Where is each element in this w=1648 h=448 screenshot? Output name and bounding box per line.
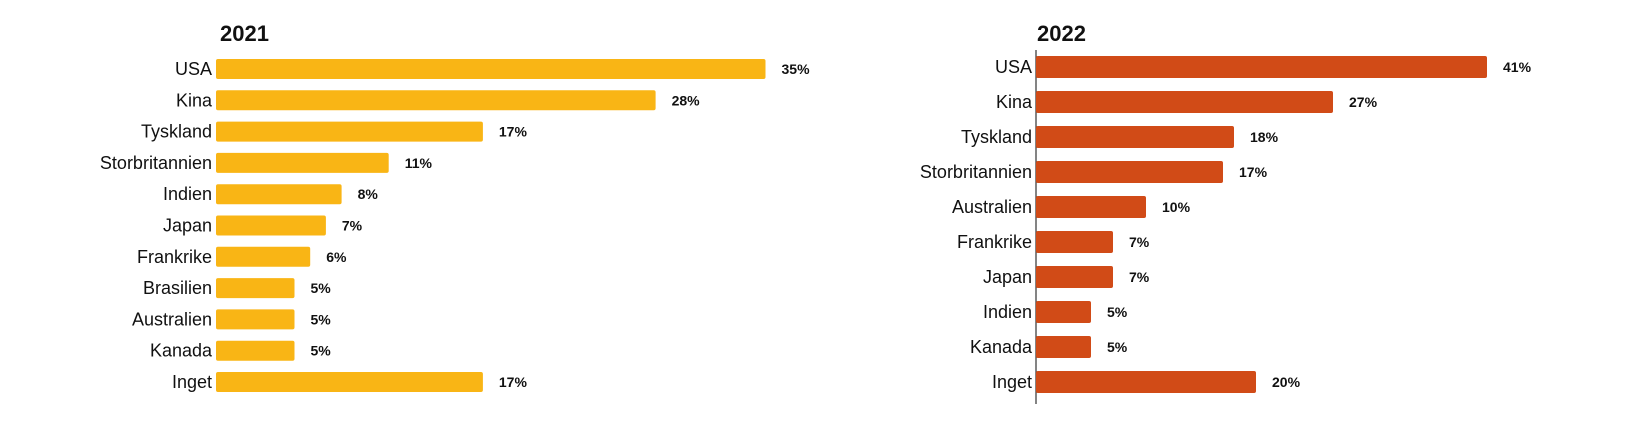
bar-japan	[216, 215, 326, 236]
value-label: 11%	[405, 155, 433, 171]
value-label: 17%	[499, 124, 528, 140]
value-label: 17%	[499, 374, 528, 390]
value-label: 5%	[311, 343, 332, 359]
category-label: Tyskland	[141, 122, 212, 142]
category-label: Storbritannien	[100, 153, 212, 173]
value-label: 7%	[342, 218, 363, 234]
bar-usa	[1036, 56, 1487, 78]
category-label: Japan	[163, 216, 212, 236]
category-label: Japan	[983, 267, 1032, 287]
category-label: Brasilien	[143, 278, 212, 298]
category-label: Australien	[952, 197, 1032, 217]
bar-tyskland	[1036, 126, 1234, 148]
bar-storbritannien	[216, 152, 389, 173]
category-label: USA	[995, 57, 1032, 77]
category-label: Frankrike	[137, 247, 212, 267]
bar-brasilien	[216, 278, 295, 299]
category-label: Storbritannien	[920, 162, 1032, 182]
bar-inget	[1036, 371, 1256, 393]
bar-indien	[216, 184, 342, 205]
category-label: Frankrike	[957, 232, 1032, 252]
value-label: 20%	[1272, 374, 1301, 390]
value-label: 5%	[1107, 304, 1128, 320]
value-label: 6%	[326, 249, 347, 265]
value-label: 7%	[1129, 234, 1150, 250]
category-label: Tyskland	[961, 127, 1032, 147]
category-label: Kina	[176, 90, 213, 110]
bar-australien	[1036, 196, 1146, 218]
category-label: Australien	[132, 309, 212, 329]
chart-title-2021: 2021	[220, 21, 269, 46]
bar-indien	[1036, 301, 1091, 323]
value-label: 18%	[1250, 129, 1279, 145]
bar-kanada	[216, 340, 295, 361]
bar-usa	[216, 59, 766, 79]
value-label: 41%	[1503, 59, 1532, 75]
bar-australien	[216, 309, 295, 330]
value-label: 8%	[358, 186, 379, 202]
bar-frankrike	[216, 246, 311, 267]
value-label: 27%	[1349, 94, 1378, 110]
value-label: 35%	[782, 61, 811, 77]
value-label: 17%	[1239, 164, 1268, 180]
bar-kina	[1036, 91, 1333, 113]
category-label: Inget	[172, 372, 212, 392]
value-label: 5%	[311, 280, 332, 296]
value-label: 5%	[311, 311, 332, 327]
chart-title-2022: 2022	[1037, 21, 1086, 46]
category-label: Kanada	[970, 337, 1033, 357]
bar-storbritannien	[1036, 161, 1223, 183]
category-label: Indien	[983, 302, 1032, 322]
value-label: 5%	[1107, 339, 1128, 355]
category-label: Inget	[992, 372, 1032, 392]
category-label: Kanada	[150, 341, 213, 361]
category-label: Kina	[996, 92, 1033, 112]
bar-frankrike	[1036, 231, 1113, 253]
value-label: 10%	[1162, 199, 1191, 215]
bar-kanada	[1036, 336, 1091, 358]
bar-tyskland	[216, 121, 483, 142]
category-label: USA	[175, 59, 212, 79]
bar-japan	[1036, 266, 1113, 288]
value-label: 7%	[1129, 269, 1150, 285]
chart-2021: 2021 USA 35% Kina 28% Tyskland 17% Storbritann…	[100, 21, 810, 392]
value-label: 28%	[672, 92, 701, 108]
bar-kina	[216, 90, 656, 111]
category-label: Indien	[163, 184, 212, 204]
bar-inget	[216, 372, 483, 392]
chart-2022: 2022 USA 41% Kina 27% Tyskland 18% Storbritann…	[920, 21, 1532, 404]
